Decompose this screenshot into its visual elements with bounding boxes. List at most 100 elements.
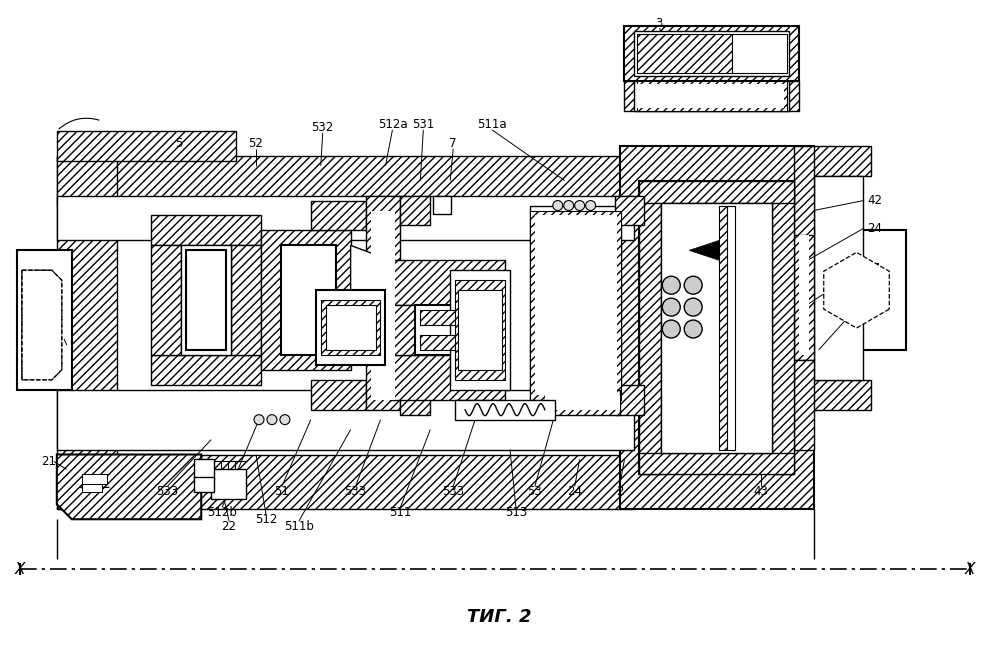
Bar <box>637 81 787 111</box>
Bar <box>231 246 261 355</box>
Bar <box>639 452 794 474</box>
Bar <box>391 355 504 400</box>
Circle shape <box>563 201 573 211</box>
Circle shape <box>254 415 264 425</box>
Bar <box>57 195 634 240</box>
Polygon shape <box>22 270 62 380</box>
Bar <box>434 195 452 213</box>
Bar <box>321 300 381 355</box>
Bar <box>311 380 366 410</box>
Bar <box>421 335 476 350</box>
Bar <box>152 355 261 384</box>
Text: ΤИГ. 2: ΤИГ. 2 <box>467 608 531 626</box>
Text: 24: 24 <box>867 222 882 235</box>
Bar <box>719 205 727 450</box>
Circle shape <box>267 415 277 425</box>
Bar <box>57 131 236 161</box>
Bar <box>807 146 871 176</box>
Text: 513: 513 <box>504 506 527 519</box>
Bar <box>794 230 814 360</box>
Bar <box>371 211 396 400</box>
Bar <box>366 195 401 410</box>
Bar <box>794 360 814 450</box>
Text: 532: 532 <box>312 121 334 134</box>
Bar <box>624 26 799 81</box>
Circle shape <box>662 276 680 294</box>
Bar <box>57 156 117 509</box>
Circle shape <box>684 298 702 316</box>
Bar <box>529 211 621 400</box>
Bar <box>459 290 501 370</box>
Bar <box>316 290 386 365</box>
Circle shape <box>552 201 562 211</box>
Circle shape <box>662 320 680 338</box>
Text: 512: 512 <box>255 513 277 526</box>
Text: X: X <box>15 562 25 576</box>
Text: 22: 22 <box>222 520 237 533</box>
Bar <box>451 270 509 390</box>
Bar <box>544 395 619 410</box>
Bar <box>637 84 784 108</box>
Bar <box>391 305 416 355</box>
Text: 41: 41 <box>867 262 882 275</box>
Bar <box>619 146 814 509</box>
Bar <box>639 180 794 474</box>
Bar <box>634 32 789 76</box>
Bar <box>326 305 376 350</box>
Bar <box>421 310 476 325</box>
Text: 5: 5 <box>175 138 182 150</box>
Bar <box>794 146 814 236</box>
Bar <box>17 250 72 390</box>
Bar <box>639 180 661 474</box>
Bar <box>152 246 182 355</box>
Bar <box>456 280 504 380</box>
Bar <box>311 201 366 230</box>
Text: 42: 42 <box>867 194 882 207</box>
Bar <box>544 390 619 415</box>
Polygon shape <box>22 270 62 380</box>
Bar <box>614 384 644 415</box>
Text: 24: 24 <box>567 485 582 498</box>
Polygon shape <box>824 252 889 328</box>
Bar <box>281 246 336 355</box>
Bar <box>727 205 735 450</box>
Bar <box>481 305 504 355</box>
Bar <box>799 236 809 355</box>
Bar <box>534 215 616 395</box>
Bar <box>456 400 554 419</box>
Bar <box>772 180 794 474</box>
Text: 533: 533 <box>156 485 179 498</box>
Bar <box>211 470 246 499</box>
Bar <box>807 230 906 350</box>
Bar <box>391 260 504 305</box>
Text: 533: 533 <box>345 485 367 498</box>
Bar <box>261 230 351 370</box>
Text: 7: 7 <box>450 138 457 150</box>
Bar <box>194 477 214 493</box>
Text: 512a: 512a <box>378 118 408 132</box>
Circle shape <box>684 276 702 294</box>
Bar <box>401 384 431 415</box>
Circle shape <box>684 320 702 338</box>
Bar <box>194 460 214 479</box>
Text: X: X <box>965 562 975 576</box>
Bar <box>416 305 481 355</box>
Text: 6: 6 <box>45 311 53 325</box>
Text: 511b: 511b <box>284 520 314 533</box>
Polygon shape <box>689 240 719 260</box>
Bar <box>807 380 871 410</box>
Text: 512b: 512b <box>207 506 237 519</box>
Circle shape <box>662 298 680 316</box>
Text: 511a: 511a <box>478 118 506 132</box>
Text: 52: 52 <box>249 138 264 150</box>
Text: 2: 2 <box>615 485 623 498</box>
Polygon shape <box>351 246 391 355</box>
Text: 53: 53 <box>527 485 542 498</box>
Bar <box>637 34 732 73</box>
Text: 43: 43 <box>753 485 768 498</box>
Bar <box>661 203 772 452</box>
Bar <box>57 454 634 509</box>
Polygon shape <box>57 454 201 519</box>
Bar <box>182 246 231 355</box>
Text: 21: 21 <box>41 455 56 468</box>
